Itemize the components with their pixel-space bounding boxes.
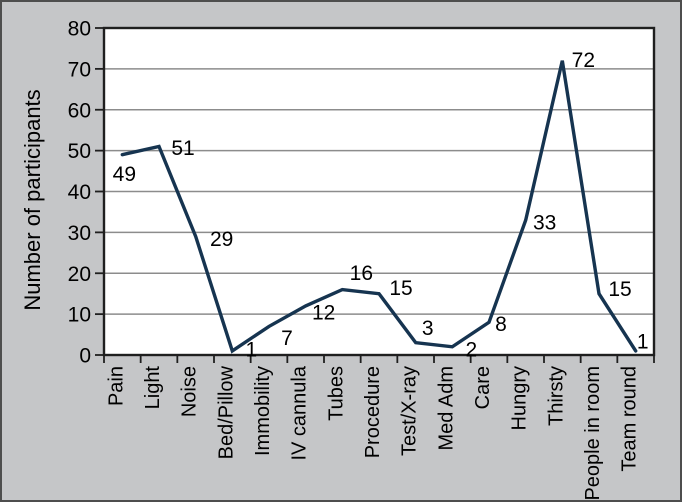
y-tick-label: 60	[68, 99, 91, 122]
category-label: Bed/Pillow	[215, 365, 237, 459]
y-tick-label: 10	[68, 304, 91, 327]
data-point-label: 15	[608, 278, 631, 301]
category-label: People in room	[582, 366, 604, 500]
data-point-label: 3	[422, 317, 434, 340]
x-axis-category-labels: Pain Light Noise Bed/Pillow Immobility IV can…	[105, 365, 640, 500]
data-point-labels: 49 51 29 1 7 12 16 15 3 28 33 72 15 1	[113, 49, 649, 361]
data-point-label: 15	[389, 277, 412, 300]
x-axis-ticks	[103, 355, 655, 363]
category-label: Procedure	[362, 366, 384, 458]
data-point-label: 8	[495, 313, 507, 336]
data-point-label: 72	[572, 49, 595, 72]
category-label: Med Adm	[435, 366, 457, 450]
category-label: Immobility	[252, 366, 274, 456]
y-tick-label: 40	[68, 181, 91, 204]
data-line	[120, 60, 638, 354]
y-tick-label: 80	[68, 18, 91, 41]
y-axis-ticks	[95, 27, 104, 356]
category-label: Test/X-ray	[399, 366, 421, 456]
data-point-label: 49	[113, 163, 136, 186]
category-label: Light	[142, 366, 164, 410]
data-point-label: 29	[210, 228, 233, 251]
data-point-label: 1	[245, 338, 257, 361]
y-tick-label: 30	[68, 222, 91, 245]
category-label: IV cannula	[289, 365, 311, 460]
data-point-label: 7	[281, 327, 293, 350]
data-point-label: 1	[637, 330, 649, 353]
category-label: Pain	[105, 366, 127, 406]
category-label: Thirsty	[545, 366, 567, 426]
y-axis-title: Number of participants	[20, 89, 45, 310]
y-tick-label: 70	[68, 58, 91, 81]
data-point-label: 16	[350, 262, 373, 285]
category-label: Noise	[179, 366, 201, 417]
y-tick-label: 20	[68, 263, 91, 286]
category-label: Hungry	[509, 366, 531, 430]
data-point-label: 12	[312, 301, 335, 324]
y-axis-tick-labels: 0 10 20 30 40 50 60 70 80	[68, 18, 91, 368]
data-point-label: 51	[171, 137, 194, 160]
data-point-label: 33	[533, 212, 556, 235]
data-point-label: 2	[465, 338, 477, 361]
y-tick-label: 50	[68, 140, 91, 163]
category-label: Tubes	[325, 366, 347, 421]
category-label: Care	[472, 366, 494, 409]
category-label: Team round	[619, 366, 641, 472]
y-tick-label: 0	[79, 345, 91, 368]
